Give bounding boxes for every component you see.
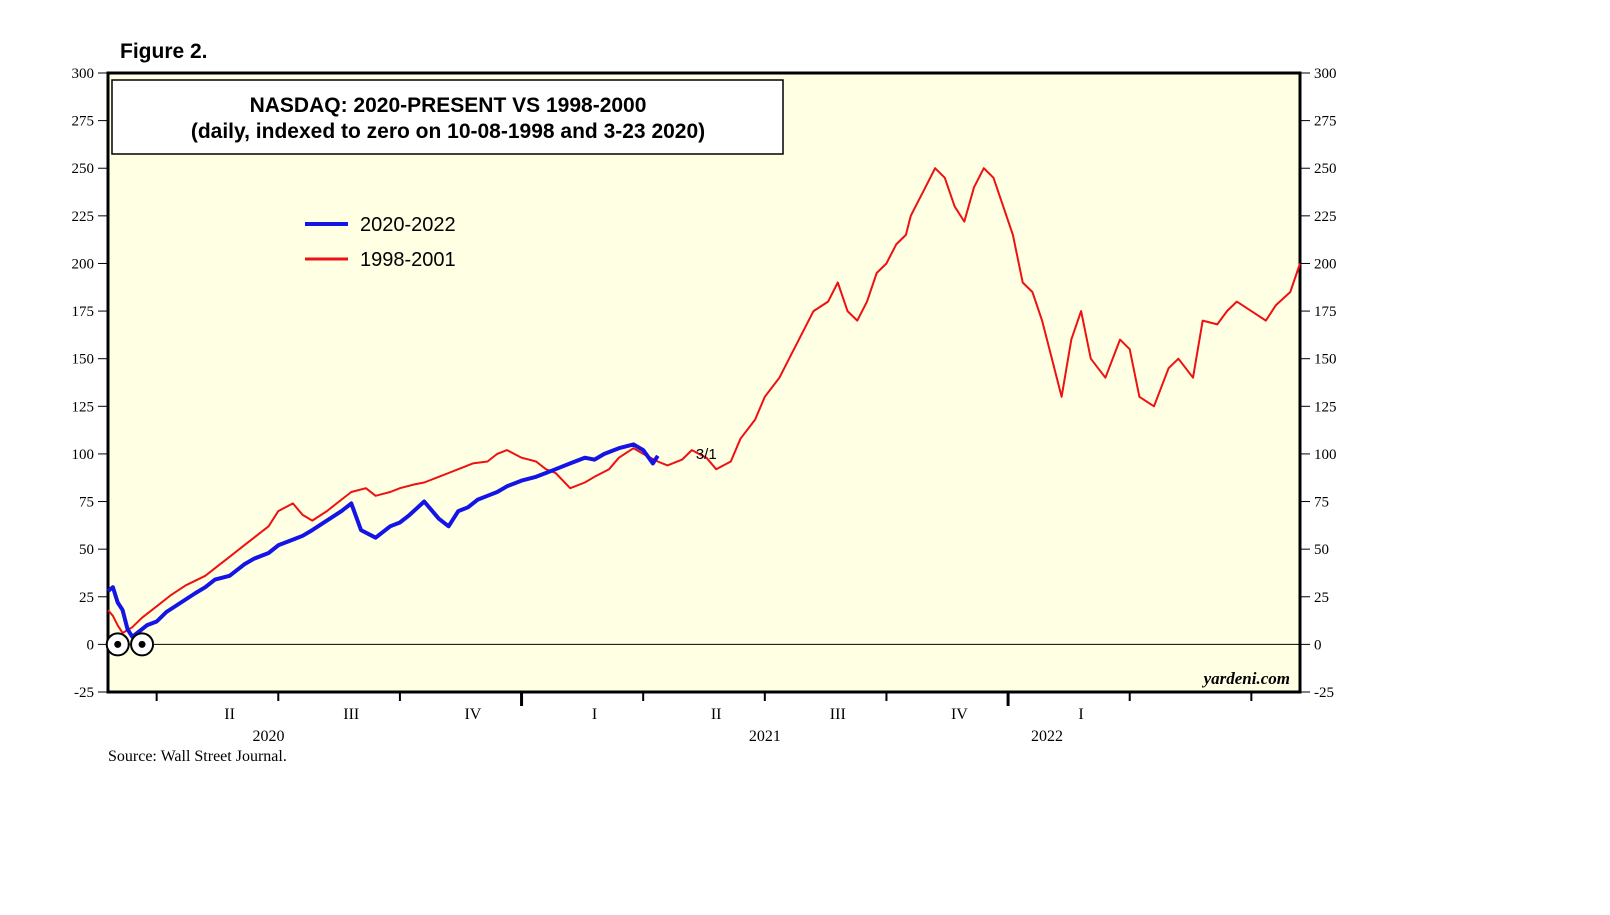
y-tick-label-right: 100 <box>1314 447 1337 463</box>
start-marker-dot <box>114 640 122 648</box>
y-tick-label-right: 225 <box>1314 209 1337 225</box>
series-line-2020 <box>106 442 660 639</box>
start-marker-dot <box>138 640 146 648</box>
quarter-label: III <box>343 706 359 723</box>
y-tick-label-right: 175 <box>1314 304 1337 320</box>
y-tick-label-left: 75 <box>79 495 94 511</box>
year-label: 2021 <box>749 728 781 745</box>
y-tick-label-left: 300 <box>72 66 95 82</box>
y-tick-label-left: 100 <box>72 447 95 463</box>
year-label: 2022 <box>1031 728 1063 745</box>
y-axis-left: -25 0 25 50 75 100 125 150 175 200 225 250 275 300 <box>72 66 108 701</box>
watermark: yardeni.com <box>1202 669 1290 688</box>
y-tick-label-left: 200 <box>72 256 95 272</box>
figure-label: Figure 2. <box>120 40 208 63</box>
y-tick-label-left: 0 <box>87 637 95 653</box>
y-tick-label-right: 50 <box>1314 542 1329 558</box>
quarter-label: IV <box>951 706 968 723</box>
y-tick-label-left: 275 <box>72 114 95 130</box>
legend-label-2020: 2020-2022 <box>360 214 456 236</box>
legend-label-1998: 1998-2001 <box>360 249 456 271</box>
y-tick-label-left: 225 <box>72 209 95 225</box>
chart-title: NASDAQ: 2020-PRESENT VS 1998-2000 <box>250 94 647 117</box>
y-tick-label-right: -25 <box>1314 685 1334 701</box>
y-tick-label-right: 200 <box>1314 256 1337 272</box>
series-group <box>106 167 1301 639</box>
y-tick-label-right: 150 <box>1314 352 1337 368</box>
y-tick-label-left: 175 <box>72 304 95 320</box>
quarter-label: I <box>592 706 597 723</box>
y-tick-label-right: 75 <box>1314 495 1329 511</box>
title-box <box>111 79 784 155</box>
y-tick-label-left: 150 <box>72 352 95 368</box>
source-note: Source: Wall Street Journal. <box>108 748 287 765</box>
y-tick-label-right: 250 <box>1314 161 1337 177</box>
y-axis-right: -25 0 25 50 75 100 125 150 175 200 225 250 275 300 <box>1300 66 1337 701</box>
y-tick-label-left: 125 <box>72 399 95 415</box>
legend: 2020-2022 1998-2001 <box>305 214 456 271</box>
y-tick-label-right: 25 <box>1314 590 1329 606</box>
chart-subtitle: (daily, indexed to zero on 10-08-1998 an… <box>191 120 705 143</box>
y-tick-label-left: 250 <box>72 161 95 177</box>
series-line-1998 <box>107 167 1301 634</box>
y-tick-label-right: 125 <box>1314 399 1337 415</box>
year-label: 2020 <box>253 728 285 745</box>
quarter-label: II <box>224 706 235 723</box>
date-annotation: 3/1 <box>696 446 717 463</box>
y-tick-label-right: 275 <box>1314 114 1337 130</box>
quarter-label: III <box>830 706 846 723</box>
y-tick-label-right: 0 <box>1314 637 1322 653</box>
quarter-label: I <box>1078 706 1083 723</box>
quarter-label: IV <box>464 706 481 723</box>
y-tick-label-left: -25 <box>74 685 94 701</box>
y-tick-label-left: 25 <box>79 590 94 606</box>
y-tick-label-right: 300 <box>1314 66 1337 82</box>
plot-area <box>106 71 1302 694</box>
quarter-label: II <box>711 706 722 723</box>
y-tick-label-left: 50 <box>79 542 94 558</box>
start-markers <box>105 632 155 657</box>
